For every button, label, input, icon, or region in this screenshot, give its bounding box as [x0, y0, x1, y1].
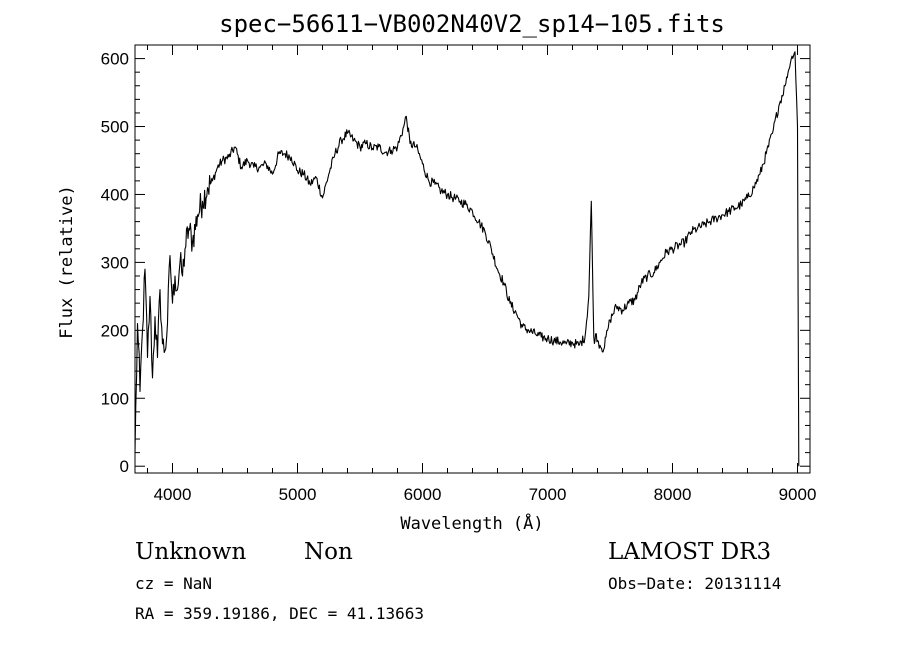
y-tick-label: 500: [101, 118, 129, 137]
y-tick-label: 100: [101, 389, 129, 408]
y-tick-label: 400: [101, 185, 129, 204]
y-tick-label: 600: [101, 50, 129, 69]
y-tick-label: 0: [120, 457, 129, 476]
coordinates-text: RA = 359.19186, DEC = 41.13663: [135, 604, 424, 623]
obs-date-text: Obs−Date: 20131114: [608, 574, 781, 593]
x-tick-label: 5000: [279, 485, 317, 504]
x-axis-label: Wavelength (Å): [400, 512, 543, 534]
x-tick-label: 6000: [404, 485, 442, 504]
object-subclass: Non: [304, 539, 353, 565]
spectrum-line: [134, 51, 800, 467]
object-class: Unknown: [135, 539, 246, 565]
x-tick-label: 9000: [779, 485, 817, 504]
tick-labels: 4000 5000 6000 7000 8000 9000 0 100 200 300 400 500…: [101, 50, 817, 504]
y-tick-label: 300: [101, 253, 129, 272]
y-axis-label: Flux (relative): [57, 185, 77, 339]
survey-name: LAMOST DR3: [608, 539, 771, 565]
plot-frame: [134, 44, 811, 474]
chart-title: spec−56611−VB002N40V2_sp14−105.fits: [219, 10, 725, 38]
x-tick-label: 7000: [529, 485, 567, 504]
redshift-text: cz = NaN: [135, 574, 212, 593]
x-tick-label: 8000: [654, 485, 692, 504]
y-tick-label: 200: [101, 321, 129, 340]
axis-ticks: [135, 45, 810, 473]
x-tick-label: 4000: [154, 485, 192, 504]
